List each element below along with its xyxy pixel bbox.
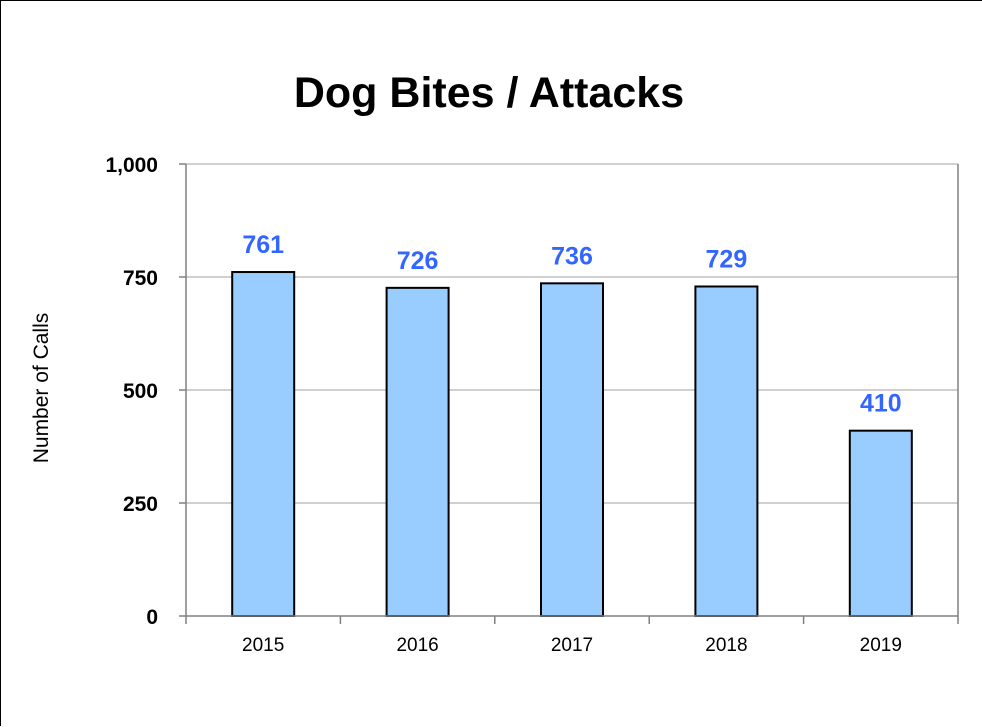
- bar: [848, 429, 913, 617]
- x-tick-label: 2015: [242, 635, 284, 656]
- data-label: 729: [706, 245, 748, 273]
- bar: [540, 282, 604, 617]
- y-tick-label: 500: [123, 380, 158, 403]
- axes: [179, 163, 959, 624]
- y-axis-label: Number of Calls: [30, 313, 53, 464]
- y-tick-label: 1,000: [105, 154, 158, 177]
- data-label: 736: [551, 242, 593, 270]
- x-tick-label: 2016: [396, 635, 438, 656]
- y-tick-label: 0: [146, 606, 158, 629]
- y-tick-label: 250: [123, 493, 158, 516]
- bar: [385, 286, 450, 617]
- data-label: 761: [242, 231, 284, 259]
- x-tick-label: 2019: [860, 635, 902, 656]
- bar: [694, 285, 759, 617]
- y-tick-label: 750: [123, 267, 158, 290]
- bar: [231, 271, 296, 617]
- x-tick-label: 2018: [705, 635, 747, 656]
- data-label: 726: [397, 247, 439, 275]
- labels: 0 250 500 750 1,000 761 2015 726 2016 736 2017 729 2…: [105, 154, 902, 656]
- data-label: 410: [860, 390, 902, 418]
- bars: [231, 271, 913, 617]
- chart-title: Dog Bites / Attacks: [294, 69, 684, 117]
- x-tick-label: 2017: [551, 635, 593, 656]
